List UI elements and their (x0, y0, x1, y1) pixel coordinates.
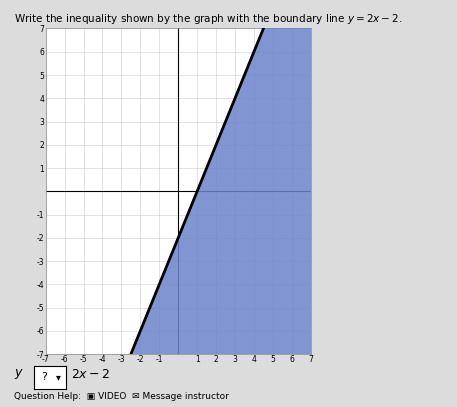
Text: ▾: ▾ (56, 372, 61, 383)
Text: Question Help:  ▣ VIDEO  ✉ Message instructor: Question Help: ▣ VIDEO ✉ Message instruc… (14, 392, 228, 401)
Text: Write the inequality shown by the graph with the boundary line $y = 2x - 2$.: Write the inequality shown by the graph … (14, 12, 402, 26)
Text: ?: ? (41, 372, 47, 383)
Text: $2x - 2$: $2x - 2$ (71, 368, 110, 381)
Text: $y$: $y$ (14, 368, 24, 381)
Polygon shape (131, 28, 311, 354)
